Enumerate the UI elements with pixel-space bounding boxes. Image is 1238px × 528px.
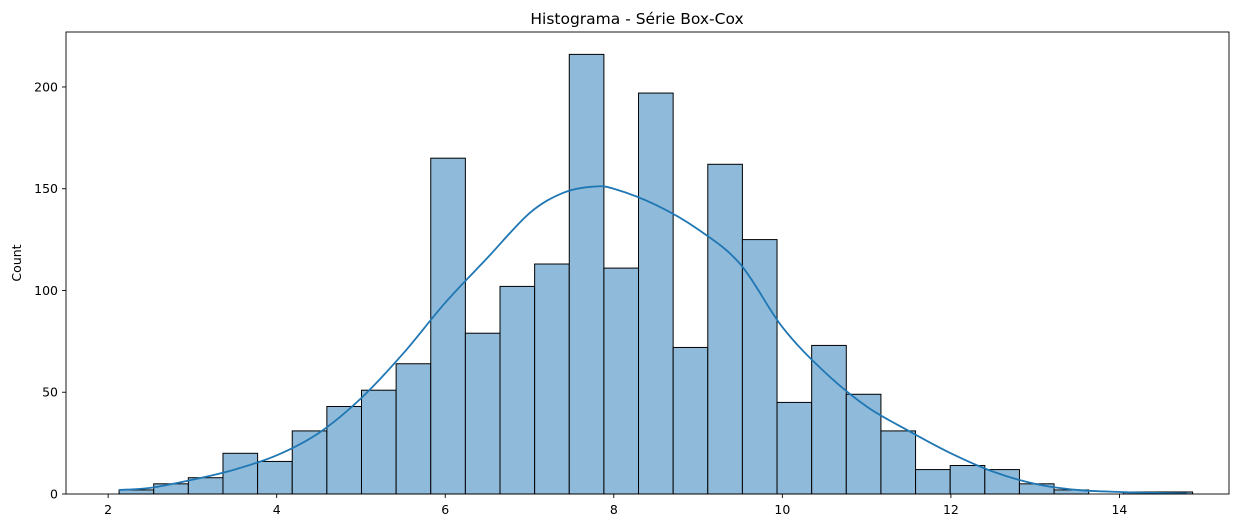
x-axis-ticks: 2 4 6 8 10 12 14: [104, 494, 1127, 517]
y-tick-label: 100: [34, 283, 58, 298]
histogram-bar: [776, 401, 813, 495]
x-tick-label: 4: [273, 502, 281, 517]
x-tick-label: 14: [1111, 502, 1127, 517]
histogram-bar: [915, 469, 951, 495]
histogram-bar: [360, 389, 397, 495]
histogram-bar: [395, 363, 432, 495]
y-tick-label: 200: [34, 79, 58, 94]
histogram-bars: [118, 53, 1194, 495]
histogram-bar: [499, 285, 536, 495]
histogram-bar: [672, 346, 709, 495]
plot-frame: [65, 31, 1230, 495]
histogram-bar: [257, 460, 293, 495]
histogram-bar: [430, 157, 466, 495]
x-tick-label: 6: [441, 502, 449, 517]
histogram-bar: [811, 344, 847, 495]
histogram-bar: [880, 430, 917, 495]
x-tick-label: 12: [943, 502, 959, 517]
histogram-bar: [845, 393, 882, 495]
chart-title: Histograma - Série Box-Cox: [530, 10, 743, 28]
histogram-bar: [568, 53, 605, 495]
x-tick-label: 10: [774, 502, 790, 517]
y-axis-ticks: 0 50 100 150 200: [34, 79, 66, 502]
x-tick-label: 2: [104, 502, 112, 517]
histogram-bar: [464, 332, 501, 495]
histogram-bar: [707, 163, 743, 495]
histogram-bar: [153, 483, 189, 495]
y-tick-label: 0: [50, 487, 58, 502]
histogram-bar: [291, 430, 328, 495]
histogram-bar: [984, 469, 1020, 495]
histogram-bar: [534, 263, 570, 495]
histogram-bar: [638, 92, 674, 495]
histogram-bar: [741, 239, 778, 495]
histogram-bar: [949, 465, 986, 495]
x-tick-label: 8: [610, 502, 618, 517]
histogram-bar: [1018, 483, 1055, 495]
y-tick-label: 50: [42, 385, 58, 400]
histogram-bar: [222, 452, 259, 495]
y-tick-label: 150: [34, 181, 58, 196]
histogram-bar: [326, 405, 362, 495]
histogram-bar: [603, 267, 640, 495]
y-axis-label: Count: [9, 244, 24, 281]
kde-line: [119, 185, 1187, 495]
